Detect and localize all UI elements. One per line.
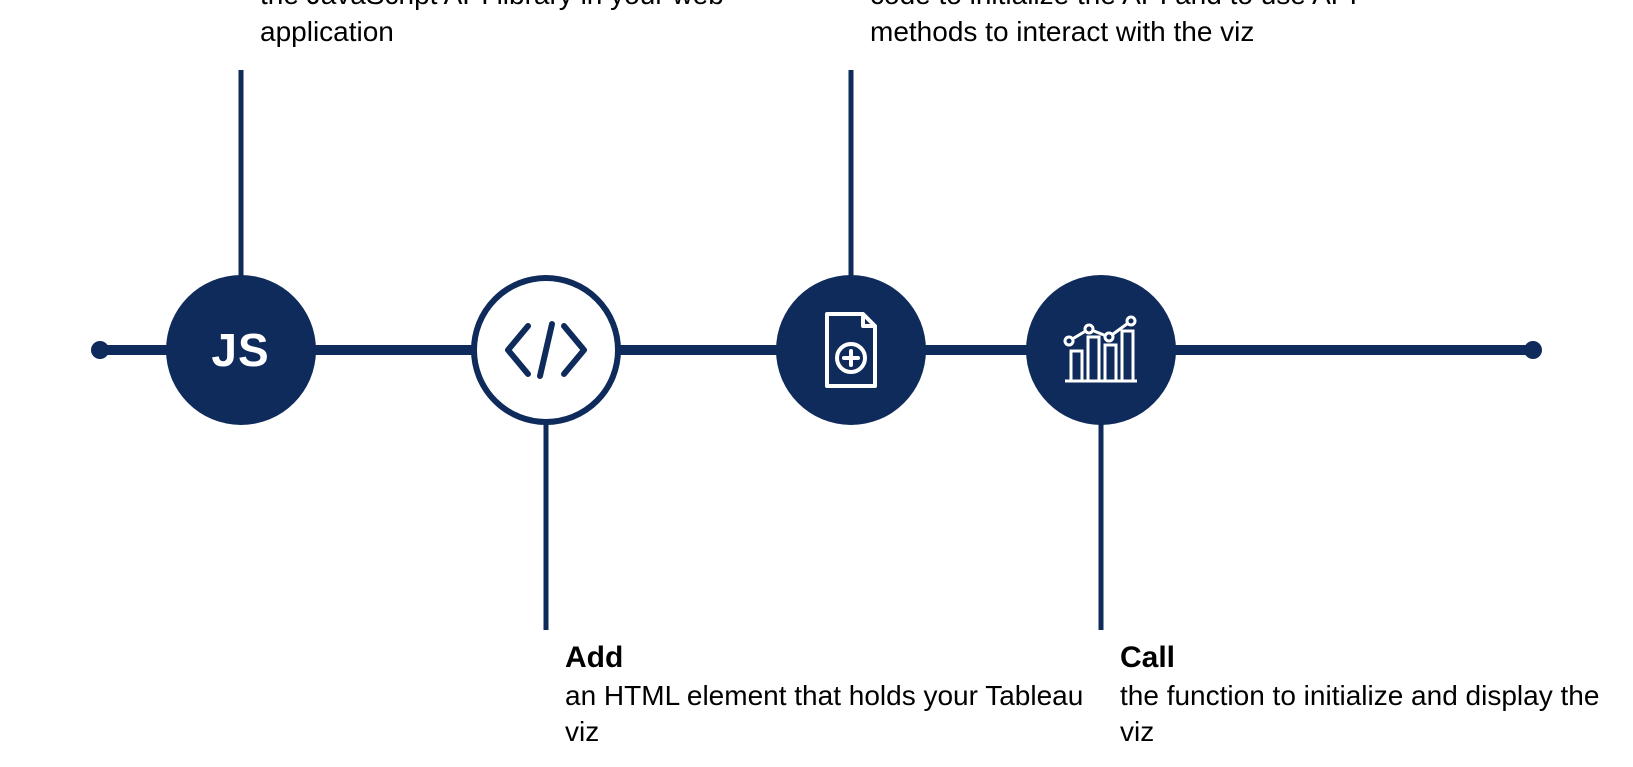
js-icon: JS — [211, 323, 269, 377]
textblock-js: Include the JavaScript API library in yo… — [260, 0, 780, 50]
step-title: Add — [565, 640, 1085, 676]
circle-html — [471, 275, 621, 425]
circle-js: JS — [166, 275, 316, 425]
textblock-html: Add an HTML element that holds your Tabl… — [565, 640, 1085, 751]
connector-init — [848, 70, 853, 300]
connector-html — [543, 400, 548, 630]
step-title: Call — [1120, 640, 1633, 676]
axis-end-dot-left — [91, 341, 109, 359]
circle-init — [776, 275, 926, 425]
step-desc: the JavaScript API library in your web a… — [260, 0, 780, 50]
step-desc: the function to initialize and display t… — [1120, 678, 1633, 751]
axis-end-dot-right — [1524, 341, 1542, 359]
connector-call — [1098, 400, 1103, 630]
chart-icon — [1061, 315, 1141, 385]
step-desc: code to initialize the API and to use AP… — [870, 0, 1390, 50]
textblock-init: Add code to initialize the API and to us… — [870, 0, 1390, 50]
code-brackets-icon — [502, 320, 590, 380]
circle-call — [1026, 275, 1176, 425]
textblock-call: Call the function to initialize and disp… — [1120, 640, 1633, 751]
step-desc: an HTML element that holds your Tableau … — [565, 678, 1085, 751]
file-plus-icon — [819, 310, 883, 390]
connector-js — [238, 70, 243, 300]
